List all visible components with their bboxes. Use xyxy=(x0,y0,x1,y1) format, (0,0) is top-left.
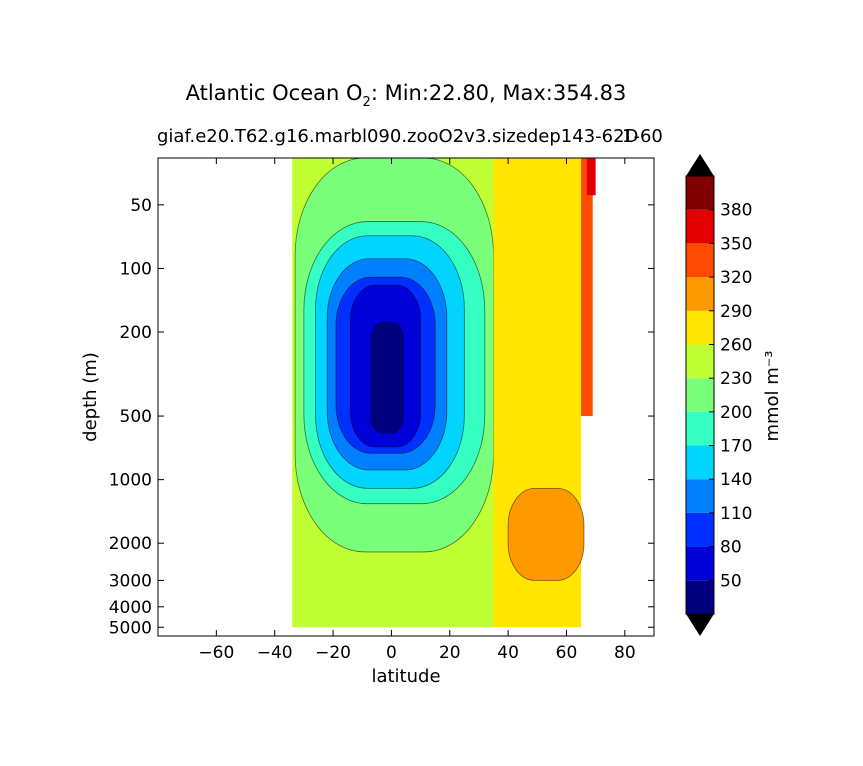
contour-region-nordic-seas-max xyxy=(586,158,596,196)
colorbar-segment xyxy=(686,546,714,581)
colorbar-tick-label: 350 xyxy=(720,234,752,254)
contour-region-omz-core xyxy=(370,321,404,434)
colorbar-tick-label: 140 xyxy=(720,470,752,490)
colorbar-extend-max xyxy=(686,154,714,176)
x-axis-label: latitude xyxy=(371,666,440,687)
colorbar-tick-label: 50 xyxy=(720,571,742,591)
plot-frame xyxy=(157,157,655,637)
colorbar-segment xyxy=(686,580,714,614)
y-tick-label: 100 xyxy=(120,259,152,279)
colorbar-extend-min xyxy=(686,614,714,636)
y-tick-label: 4000 xyxy=(109,598,152,618)
chart-title: Atlantic Ocean O2: Min:22.80, Max:354.83 xyxy=(186,81,627,110)
colorbar-segment xyxy=(686,378,714,412)
contour-fill-layer xyxy=(292,158,596,628)
colorbar-tick-label: 290 xyxy=(720,302,752,322)
colorbar-tick-label: 320 xyxy=(720,268,752,288)
chart-subtitle-overlay: 1-60 xyxy=(622,126,663,147)
colorbar-tick-label: 110 xyxy=(720,504,752,524)
colorbar-label: mmol m⁻³ xyxy=(762,350,783,441)
x-tick-label: −60 xyxy=(198,643,234,663)
colorbar-segment xyxy=(686,209,714,244)
x-tick-label: −40 xyxy=(257,643,293,663)
colorbar: 50 80 110 140 170 200 230 260 290 320 350 380 xyxy=(685,154,752,636)
y-tick-label: 50 xyxy=(130,196,152,216)
x-tick-label: −20 xyxy=(315,643,351,663)
x-tick-label: 0 xyxy=(386,643,397,663)
colorbar-tick-label: 200 xyxy=(720,403,752,423)
y-tick-label: 200 xyxy=(120,323,152,343)
contour-region-nordic-seas xyxy=(581,158,593,417)
colorbar-segment xyxy=(686,411,714,446)
colorbar-tick-label: 380 xyxy=(720,201,752,221)
colorbar-segment xyxy=(686,243,714,278)
plot-area xyxy=(158,158,654,636)
x-axis: −60 −40 −20 0 20 40 60 80 xyxy=(198,158,636,663)
contour-region-deep-water-formation xyxy=(507,487,585,581)
y-axis-label: depth (m) xyxy=(80,352,101,442)
colorbar-tick-label: 230 xyxy=(720,369,752,389)
y-tick-label: 2000 xyxy=(109,534,152,554)
x-tick-label: 60 xyxy=(556,643,578,663)
x-tick-label: 40 xyxy=(497,643,519,663)
colorbar-segment xyxy=(686,310,714,345)
y-tick-label: 3000 xyxy=(109,571,152,591)
y-tick-label: 1000 xyxy=(109,471,152,491)
colorbar-segment xyxy=(686,445,714,480)
colorbar-segment xyxy=(686,344,714,379)
y-tick-label: 5000 xyxy=(109,618,152,638)
colorbar-segment xyxy=(686,479,714,513)
colorbar-tick-label: 170 xyxy=(720,437,752,457)
colorbar-segment xyxy=(686,512,714,547)
colorbar-segment xyxy=(686,277,714,311)
colorbar-frame xyxy=(685,175,715,615)
colorbar-tick-label: 260 xyxy=(720,335,752,355)
colorbar-segment xyxy=(686,176,714,210)
y-tick-label: 500 xyxy=(120,407,152,427)
x-tick-label: 80 xyxy=(614,643,636,663)
colorbar-tick-label: 80 xyxy=(720,538,742,558)
x-tick-label: 20 xyxy=(439,643,461,663)
chart-subtitle: giaf.e20.T62.g16.marbl090.zooO2v3.sizede… xyxy=(157,126,638,147)
